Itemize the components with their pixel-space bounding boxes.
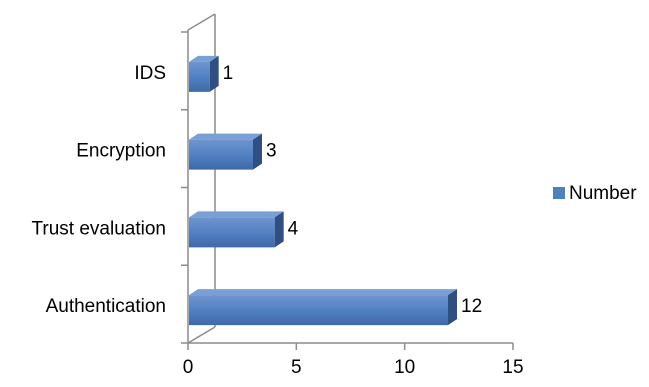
bars: [189, 55, 457, 326]
bar-top-face: [189, 289, 457, 296]
x-tick-label: 15: [502, 357, 523, 378]
category-label: Authentication: [46, 296, 166, 317]
bar-top-face: [189, 133, 262, 140]
x-tick-label: 5: [291, 357, 302, 378]
category-label: IDS: [134, 63, 166, 84]
bar-side-face: [274, 211, 284, 248]
bar-side-face: [448, 289, 457, 326]
data-label: 3: [266, 141, 277, 162]
bar: [189, 133, 262, 170]
legend-label: Number: [569, 183, 637, 204]
bar-front-face: [189, 295, 448, 326]
bar-front-face: [189, 217, 275, 248]
bar-top-face: [189, 55, 219, 62]
x-tick-label: 10: [394, 357, 415, 378]
bar-front-face: [189, 61, 210, 92]
data-label: 1: [223, 63, 234, 84]
bar-side-face: [209, 55, 219, 92]
bar: [189, 211, 284, 248]
category-label: Trust evaluation: [32, 218, 166, 239]
axes: [181, 13, 514, 350]
top-wall-edge: [187, 13, 216, 31]
category-label: Encryption: [76, 141, 166, 162]
legend-swatch: [553, 187, 565, 199]
legend: Number: [553, 183, 637, 204]
data-label: 12: [461, 296, 482, 317]
legend-entry: Number: [553, 183, 637, 204]
bar: [189, 55, 219, 92]
floor-edge: [187, 326, 216, 344]
data-label: 4: [288, 218, 299, 239]
x-tick-label: 0: [183, 357, 194, 378]
bar-side-face: [253, 133, 262, 170]
bar-top-face: [189, 211, 284, 218]
labels: 0 5 10 15 IDS 1 Encryption 3 Trust evaluation 4 Au…: [32, 63, 524, 378]
bar-front-face: [189, 139, 253, 170]
bar: [189, 289, 457, 326]
